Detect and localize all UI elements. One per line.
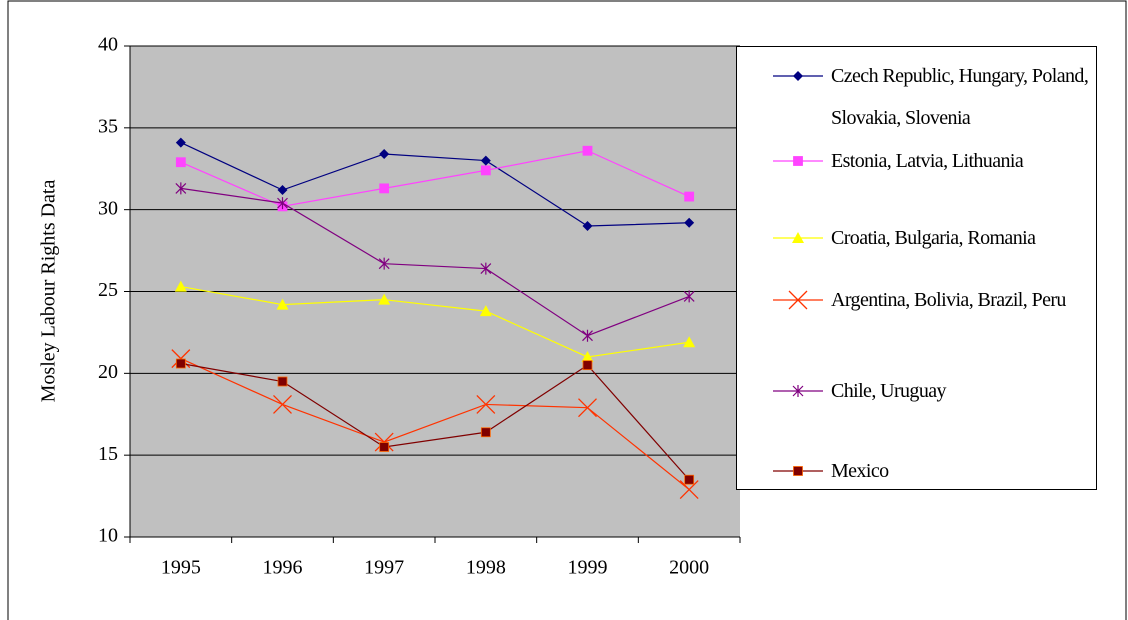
legend-swatch bbox=[773, 71, 823, 81]
marker bbox=[378, 293, 391, 305]
marker bbox=[175, 358, 186, 369]
x-tick-label: 1996 bbox=[263, 557, 303, 579]
marker bbox=[273, 394, 292, 414]
y-tick-label: 40 bbox=[98, 34, 118, 56]
y-tick-label: 30 bbox=[98, 197, 118, 219]
y-tick-label: 20 bbox=[98, 361, 118, 383]
legend-swatch bbox=[773, 466, 823, 476]
marker bbox=[379, 442, 390, 452]
marker bbox=[788, 290, 808, 310]
marker bbox=[374, 432, 394, 452]
series-line bbox=[180, 142, 690, 227]
marker bbox=[582, 360, 593, 371]
marker bbox=[793, 466, 803, 476]
series-line bbox=[180, 285, 690, 358]
x-tick-label: 1997 bbox=[364, 557, 404, 579]
marker bbox=[378, 257, 390, 270]
y-tick-label: 10 bbox=[98, 525, 118, 547]
legend-swatch bbox=[773, 385, 823, 397]
series-line bbox=[180, 150, 690, 208]
marker bbox=[379, 183, 390, 194]
marker bbox=[480, 155, 491, 166]
y-tick-label: 35 bbox=[98, 115, 118, 137]
marker bbox=[683, 290, 695, 303]
marker bbox=[277, 197, 288, 210]
legend-entry: Argentina, Bolivia, Brazil, Peru bbox=[737, 279, 1096, 321]
marker bbox=[578, 398, 597, 418]
marker bbox=[684, 217, 695, 228]
marker bbox=[684, 474, 695, 485]
x-tick-label: 1998 bbox=[466, 557, 506, 579]
legend: Czech Republic, Hungary, Poland, Slovaki… bbox=[736, 46, 1097, 490]
legend-label: Croatia, Bulgaria, Romania bbox=[831, 227, 1036, 249]
marker bbox=[277, 185, 288, 196]
marker bbox=[793, 156, 803, 166]
legend-label: Argentina, Bolivia, Brazil, Peru bbox=[831, 289, 1066, 311]
y-axis-label: Mosley Labour Rights Data bbox=[38, 180, 60, 403]
marker bbox=[582, 329, 593, 342]
marker bbox=[476, 394, 496, 414]
legend-label: Estonia, Latvia, Lithuania bbox=[831, 150, 1024, 172]
marker bbox=[679, 480, 699, 499]
frame bbox=[7, 0, 1127, 620]
marker bbox=[480, 262, 492, 275]
legend-label: Mexico bbox=[831, 460, 889, 482]
marker bbox=[379, 149, 390, 160]
marker bbox=[276, 298, 289, 310]
marker bbox=[480, 165, 491, 176]
legend-entry: Chile, Uruguay bbox=[737, 370, 1096, 412]
x-tick-label: 1999 bbox=[568, 557, 608, 579]
marker bbox=[582, 221, 593, 232]
x-tick-label: 1995 bbox=[161, 557, 201, 579]
y-tick-label: 25 bbox=[98, 279, 118, 301]
marker bbox=[792, 232, 804, 243]
series-line bbox=[180, 362, 690, 481]
series-line bbox=[180, 358, 690, 491]
marker bbox=[683, 336, 696, 348]
marker bbox=[793, 71, 803, 81]
marker bbox=[582, 145, 593, 156]
marker bbox=[684, 191, 695, 202]
marker bbox=[792, 385, 804, 397]
legend-entry: Croatia, Bulgaria, Romania bbox=[737, 217, 1096, 259]
marker bbox=[480, 427, 491, 438]
marker bbox=[174, 280, 187, 292]
legend-label: Chile, Uruguay bbox=[831, 380, 947, 402]
legend-swatch bbox=[773, 290, 823, 310]
series-line bbox=[180, 187, 690, 337]
legend-entry: Mexico bbox=[737, 450, 1096, 492]
legend-swatch bbox=[773, 156, 823, 166]
marker bbox=[277, 376, 288, 387]
marker bbox=[175, 137, 186, 148]
marker bbox=[581, 350, 594, 362]
legend-entry: Czech Republic, Hungary, Poland, Slovaki… bbox=[737, 55, 1096, 139]
x-tick-label: 2000 bbox=[669, 557, 709, 579]
legend-label: Czech Republic, Hungary, Poland, Slovaki… bbox=[831, 65, 1089, 129]
legend-swatch bbox=[773, 232, 823, 243]
marker bbox=[175, 182, 187, 195]
marker bbox=[175, 157, 186, 168]
legend-entry: Estonia, Latvia, Lithuania bbox=[737, 140, 1096, 182]
y-tick-label: 15 bbox=[98, 443, 118, 465]
marker bbox=[479, 305, 492, 317]
